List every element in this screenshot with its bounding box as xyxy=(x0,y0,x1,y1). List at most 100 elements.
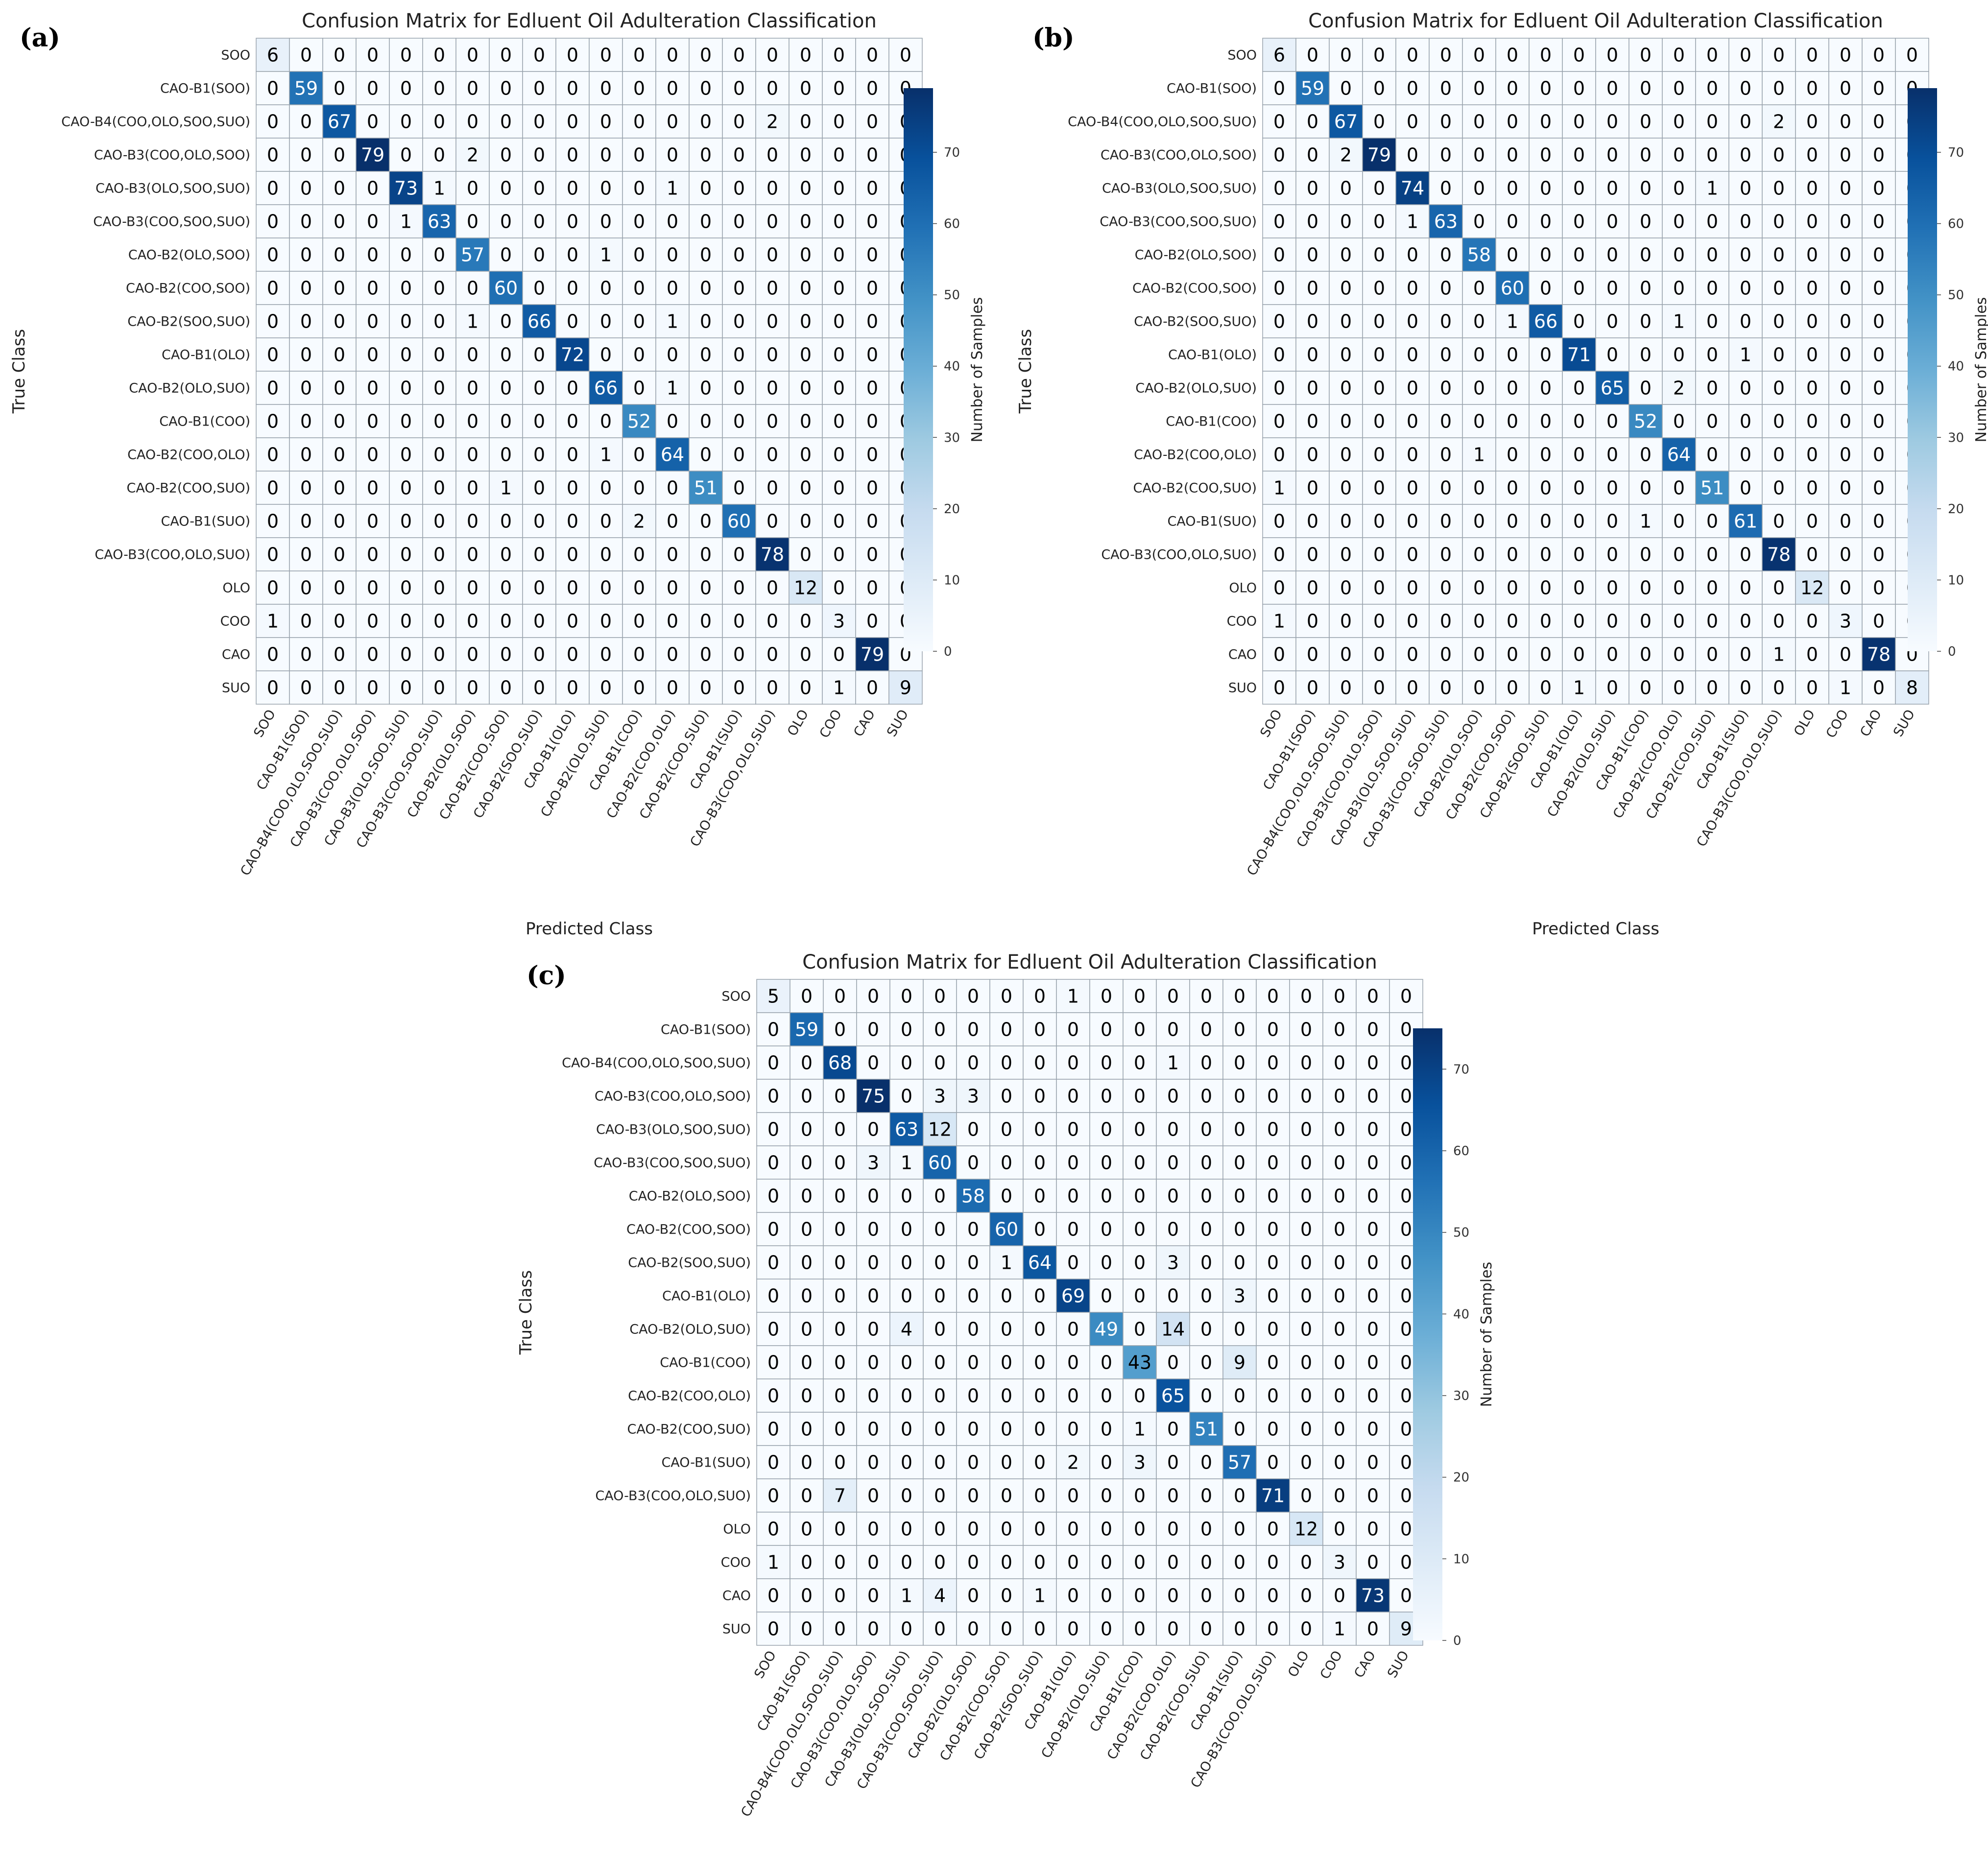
heatmap-cell xyxy=(455,637,490,671)
x-axis-label: Predicted Class xyxy=(526,919,653,939)
heatmap-cell xyxy=(589,204,623,238)
cell-value: 0 xyxy=(1400,1519,1412,1540)
cell-value: 0 xyxy=(433,144,445,166)
heatmap-cell xyxy=(822,404,856,438)
heatmap-cell xyxy=(1262,138,1296,172)
heatmap-cell xyxy=(1629,504,1663,538)
cell-value: 0 xyxy=(1067,1086,1079,1107)
colorbar-tick-label: 50 xyxy=(1453,1226,1469,1240)
heatmap-cell xyxy=(555,471,590,505)
heatmap-cell xyxy=(1762,404,1796,438)
heatmap-cell xyxy=(655,237,690,272)
cell-value: 0 xyxy=(1407,278,1418,299)
cell-value: 0 xyxy=(567,378,578,399)
cell-value: 0 xyxy=(1001,1186,1012,1207)
cell-value: 0 xyxy=(1367,1086,1379,1107)
heatmap-cell xyxy=(1462,138,1496,172)
cell-value: 0 xyxy=(1001,1452,1012,1473)
heatmap-cell xyxy=(689,304,723,338)
cell-value: 57 xyxy=(1228,1452,1251,1473)
heatmap-cell xyxy=(455,271,490,305)
cell-value: 0 xyxy=(600,278,612,299)
colorbar-tick-label: 40 xyxy=(944,359,960,374)
heatmap-cell xyxy=(422,570,456,605)
cell-value: 63 xyxy=(1434,211,1458,233)
cell-value: 0 xyxy=(1640,144,1652,166)
heatmap-cell xyxy=(389,404,423,438)
cell-value: 0 xyxy=(1267,1585,1279,1607)
heatmap-cell xyxy=(1529,71,1563,105)
cell-value: 78 xyxy=(1767,544,1791,566)
heatmap-cell xyxy=(1795,637,1829,671)
heatmap-cell xyxy=(1429,71,1463,105)
cell-value: 0 xyxy=(1440,644,1452,665)
cell-value: 1 xyxy=(1773,644,1785,665)
cell-value: 0 xyxy=(866,544,878,566)
cell-value: 0 xyxy=(800,544,812,566)
cell-value: 0 xyxy=(1400,1119,1412,1140)
cell-value: 0 xyxy=(1367,1252,1379,1274)
colorbar-tick-label: 10 xyxy=(944,573,960,588)
cell-value: 0 xyxy=(1067,1219,1079,1240)
cell-value: 0 xyxy=(1340,178,1352,199)
cell-value: 0 xyxy=(1400,1552,1412,1573)
heatmap-cell xyxy=(1728,570,1763,605)
cell-value: 0 xyxy=(834,986,846,1007)
cell-value: 0 xyxy=(1001,1352,1012,1374)
heatmap-cell xyxy=(1862,71,1896,105)
cell-value: 0 xyxy=(400,677,412,699)
heatmap-cell xyxy=(622,304,656,338)
cell-value: 52 xyxy=(1634,411,1657,432)
cell-value: 0 xyxy=(1440,544,1452,566)
heatmap-cell xyxy=(622,138,656,172)
heatmap-cell xyxy=(522,437,556,472)
cell-value: 0 xyxy=(1473,144,1485,166)
heatmap-cell xyxy=(289,271,323,305)
cell-value: 0 xyxy=(433,311,445,332)
cell-value: 0 xyxy=(1706,344,1718,366)
cell-value: 0 xyxy=(833,311,845,332)
heatmap-cell xyxy=(722,604,756,638)
cell-value: 0 xyxy=(1234,986,1245,1007)
heatmap-cell xyxy=(1862,204,1896,238)
colorbar-tick-label: 10 xyxy=(1948,573,1964,588)
cell-value: 0 xyxy=(1473,378,1485,399)
cell-value: 0 xyxy=(1806,644,1818,665)
cell-value: 0 xyxy=(467,278,479,299)
cell-value: 0 xyxy=(500,577,512,599)
heatmap-cell xyxy=(855,637,889,671)
cell-value: 0 xyxy=(567,644,578,665)
cell-value: 0 xyxy=(1400,1452,1412,1473)
heatmap-cell xyxy=(622,604,656,638)
cell-value: 0 xyxy=(866,677,878,699)
cell-value: 0 xyxy=(1407,144,1418,166)
cell-value: 0 xyxy=(1134,1485,1146,1507)
cell-value: 0 xyxy=(1373,544,1385,566)
cell-value: 0 xyxy=(800,444,812,466)
cell-value: 0 xyxy=(1067,1152,1079,1174)
cell-value: 0 xyxy=(500,178,512,199)
cell-value: 0 xyxy=(700,311,712,332)
cell-value: 0 xyxy=(1507,644,1518,665)
heatmap-cell xyxy=(855,437,889,472)
cell-value: 49 xyxy=(1095,1319,1118,1340)
heatmap-cell xyxy=(1662,204,1696,238)
heatmap-cell xyxy=(689,237,723,272)
heatmap-cell xyxy=(655,404,690,438)
cell-value: 0 xyxy=(1373,411,1385,432)
cell-value: 0 xyxy=(500,344,512,366)
heatmap-cell xyxy=(1828,471,1863,505)
cell-value: 0 xyxy=(1906,45,1918,66)
cell-value: 0 xyxy=(1167,1119,1179,1140)
cell-value: 0 xyxy=(300,677,312,699)
cell-value: 0 xyxy=(733,644,745,665)
y-tick-label: CAO-B2(COO,SOO) xyxy=(626,1222,751,1237)
cell-value: 0 xyxy=(700,344,712,366)
cell-value: 0 xyxy=(1606,144,1618,166)
cell-value: 0 xyxy=(1400,1485,1412,1507)
cell-value: 0 xyxy=(967,1352,979,1374)
cell-value: 0 xyxy=(1340,511,1352,532)
y-tick-label: OLO xyxy=(222,581,250,596)
cell-value: 0 xyxy=(1167,1186,1179,1207)
cell-value: 0 xyxy=(967,986,979,1007)
